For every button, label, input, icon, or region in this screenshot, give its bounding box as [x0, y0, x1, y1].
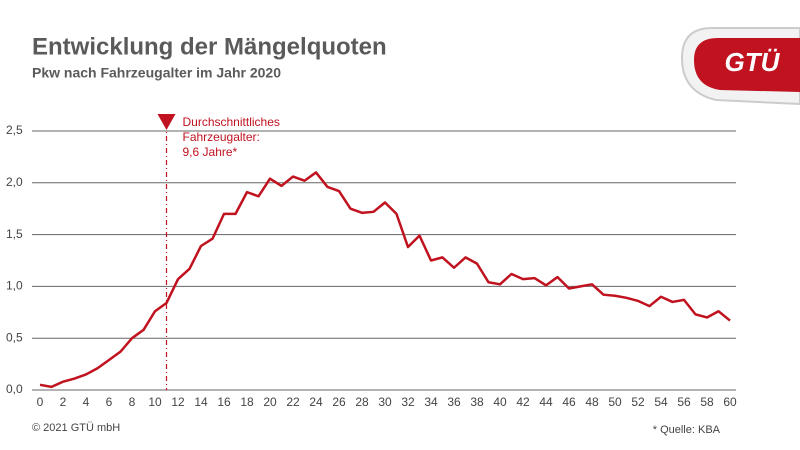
x-tick-label: 56	[677, 395, 691, 409]
x-tick-label: 52	[631, 395, 645, 409]
x-tick-label: 60	[723, 395, 737, 409]
x-tick-label: 16	[217, 395, 231, 409]
data-line	[39, 171, 731, 389]
chart-title: Entwicklung der Mängelquoten	[32, 33, 387, 60]
x-tick-label: 40	[493, 395, 507, 409]
x-tick-label: 6	[106, 395, 113, 409]
x-tick-label: 50	[608, 395, 622, 409]
x-tick-label: 30	[378, 395, 392, 409]
y-tick-label: 0,5	[6, 330, 23, 344]
x-tick-label: 28	[355, 395, 369, 409]
y-tick-label: 1,5	[6, 227, 23, 241]
logo-text: GTÜ	[725, 47, 781, 77]
x-tick-label: 34	[424, 395, 438, 409]
y-tick-label: 1,0	[6, 279, 23, 293]
x-tick-label: 48	[585, 395, 599, 409]
x-tick-label: 4	[83, 395, 90, 409]
x-tick-label: 42	[516, 395, 530, 409]
logo: GTÜ	[680, 27, 800, 106]
x-tick-label: 32	[401, 395, 415, 409]
y-tick-label: 0,0	[6, 382, 23, 396]
chart-subtitle: Pkw nach Fahrzeugalter im Jahr 2020	[32, 65, 281, 81]
x-tick-label: 12	[171, 395, 185, 409]
x-tick-label: 24	[309, 395, 323, 409]
logo-badge	[694, 38, 800, 92]
x-tick-label: 14	[194, 395, 208, 409]
source-note: * Quelle: KBA	[653, 424, 721, 436]
x-tick-label: 38	[470, 395, 484, 409]
x-tick-label: 22	[286, 395, 300, 409]
x-tick-label: 8	[129, 395, 136, 409]
x-tick-label: 10	[148, 395, 162, 409]
x-tick-label: 18	[240, 395, 254, 409]
annotation-text: Fahrzeugalter:	[183, 130, 260, 144]
footer: © 2021 GTÜ mbH	[32, 422, 120, 434]
x-tick-label: 2	[60, 395, 67, 409]
annotation-text: 9,6 Jahre*	[183, 145, 238, 159]
x-tick-label: 58	[700, 395, 714, 409]
x-tick-label: 0	[37, 395, 44, 409]
y-tick-label: 2,5	[6, 123, 23, 137]
y-tick-label: 2,0	[6, 175, 23, 189]
x-tick-label: 26	[332, 395, 346, 409]
average-age-triangle	[157, 114, 176, 130]
x-tick-label: 36	[447, 395, 461, 409]
x-tick-label: 20	[263, 395, 277, 409]
annotation-text: Durchschnittliches	[183, 115, 280, 129]
x-tick-label: 44	[539, 395, 553, 409]
x-tick-label: 54	[654, 395, 668, 409]
x-tick-label: 46	[562, 395, 576, 409]
